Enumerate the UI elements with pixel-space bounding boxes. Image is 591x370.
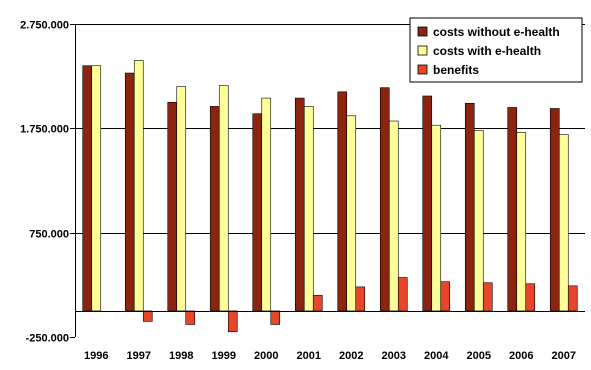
bar-costs-without-e-health-2005 [464, 102, 475, 312]
x-tick-label: 2005 [467, 350, 491, 362]
bar-costs-with-e-health-2000 [261, 97, 272, 312]
x-tick-label: 1998 [169, 350, 193, 362]
bar-benefits-2005 [482, 282, 493, 312]
bar-benefits-2001 [312, 294, 323, 312]
bar-costs-with-e-health-1997 [133, 60, 144, 312]
x-tick-label: 2002 [339, 350, 363, 362]
bar-costs-with-e-health-2005 [473, 130, 484, 312]
x-tick-label: 1997 [127, 350, 151, 362]
bars [82, 60, 578, 333]
y-tick-label: -250.000 [26, 333, 69, 345]
bar-costs-with-e-health-1999 [218, 85, 229, 312]
x-tick-label: 2000 [254, 350, 278, 362]
legend-swatch [417, 26, 428, 37]
legend-label: benefits [433, 63, 479, 77]
legend-swatch [417, 45, 428, 56]
legend-box [409, 17, 583, 83]
bar-costs-with-e-health-2001 [303, 106, 314, 312]
bar-costs-with-e-health-2007 [558, 134, 569, 312]
x-tick-label: 2004 [424, 350, 449, 362]
bar-costs-without-e-health-2002 [337, 91, 348, 312]
x-tick-label: 2006 [509, 350, 533, 362]
legend: costs without e-health costs with e-healt… [409, 17, 583, 83]
bar-costs-without-e-health-1999 [209, 106, 220, 312]
bar-benefits-2003 [397, 277, 408, 312]
bar-costs-with-e-health-2002 [346, 115, 357, 312]
bar-costs-without-e-health-2000 [252, 113, 263, 312]
y-tick-label: 2.750.000 [20, 20, 69, 32]
bar-costs-without-e-health-1998 [167, 101, 178, 312]
axes [70, 24, 585, 338]
x-tick-label: 2007 [552, 350, 576, 362]
bar-costs-without-e-health-1996 [82, 65, 93, 312]
x-tick-label: 1999 [212, 350, 236, 362]
y-tick-label: 750.000 [29, 229, 69, 241]
bar-benefits-2000 [270, 310, 281, 325]
bar-benefits-1997 [142, 310, 153, 322]
tick-labels: -250.000 750.000 1.750.000 2.750.000 1996 199… [20, 20, 576, 363]
bar-costs-with-e-health-2004 [431, 124, 442, 312]
bar-costs-without-e-health-2001 [294, 97, 305, 312]
bar-benefits-1998 [185, 310, 196, 325]
bar-costs-without-e-health-2006 [507, 107, 518, 312]
y-tick-label: 1.750.000 [20, 124, 69, 136]
x-tick-label: 2003 [382, 350, 406, 362]
legend-label: costs without e-health [433, 25, 560, 39]
bar-costs-without-e-health-1997 [124, 72, 135, 312]
bar-costs-without-e-health-2003 [379, 87, 390, 312]
bar-benefits-1999 [227, 310, 238, 333]
bar-costs-with-e-health-2006 [516, 132, 527, 312]
bar-costs-with-e-health-1996 [91, 65, 102, 312]
bar-benefits-2006 [525, 283, 536, 312]
x-tick-label: 1996 [84, 350, 108, 362]
bar-benefits-2004 [440, 281, 451, 312]
legend-swatch [417, 64, 428, 75]
bar-costs-without-e-health-2004 [422, 95, 433, 312]
x-tick-label: 2001 [297, 350, 321, 362]
bar-costs-with-e-health-2003 [388, 120, 399, 312]
bar-benefits-2007 [567, 285, 578, 312]
bar-costs-with-e-health-1998 [176, 86, 187, 312]
bar-costs-without-e-health-2007 [549, 108, 560, 312]
legend-label: costs with e-health [433, 44, 541, 58]
bar-benefits-2002 [355, 286, 366, 312]
